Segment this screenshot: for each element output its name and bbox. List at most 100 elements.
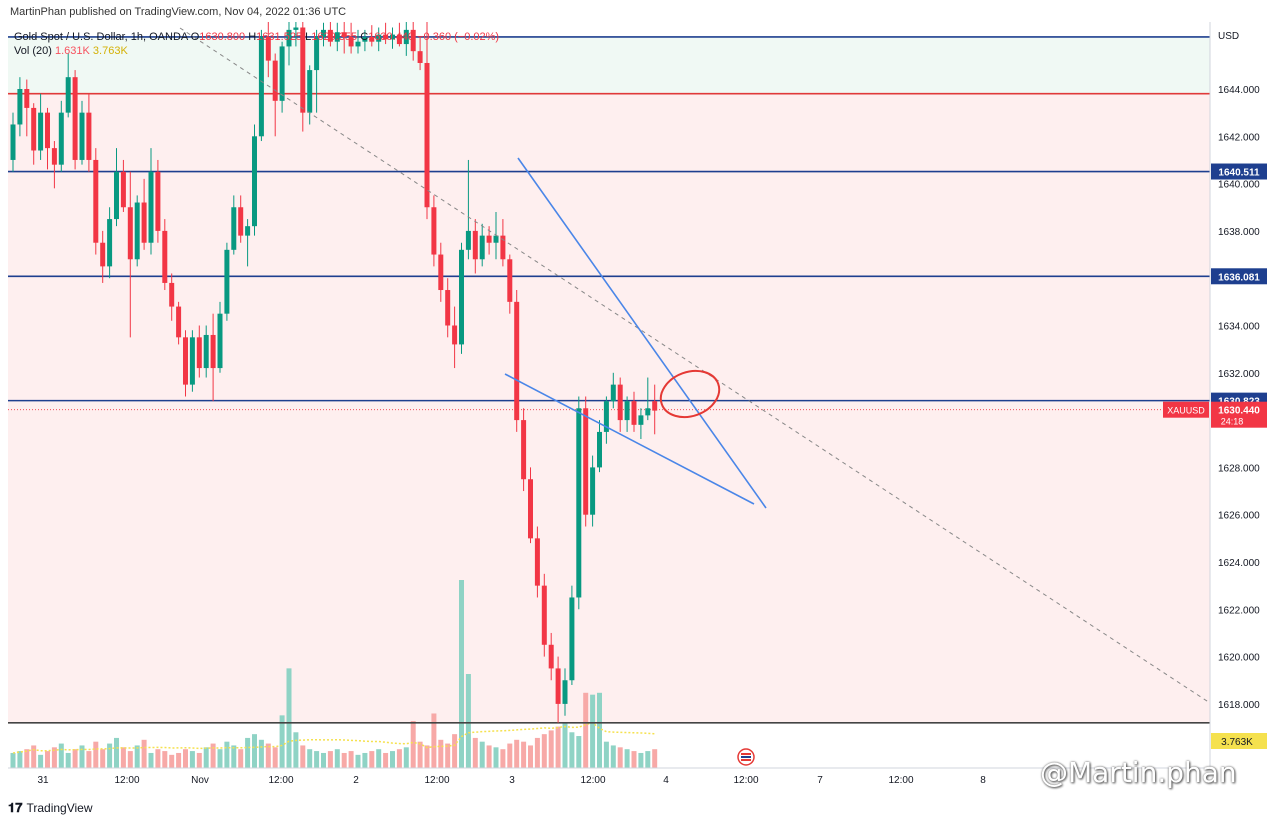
time-axis[interactable]: 31 12:00 Nov 12:00 2 12:00 3 12:00 4 12:00 7 12:00 8 [37,775,986,786]
time-tick-label: 3 [509,775,515,786]
candle-body [355,41,361,47]
candle-body [210,334,216,369]
volume-bar [631,751,637,768]
volume-bar [341,752,347,768]
candle [238,195,244,243]
candle-body [258,36,264,137]
candle [114,148,119,227]
chart-legend: Gold Spot / U.S. Dollar, 1h, OANDA O1630… [14,30,499,58]
candle-body [610,384,616,402]
candle-body [321,29,326,37]
candle-body [45,112,50,149]
candle [528,467,533,544]
wedge-upper-line [517,157,767,509]
volume-bar [507,743,513,768]
candle [51,141,57,189]
volume-bar [348,751,354,768]
legend-symbol[interactable]: Gold Spot / U.S. Dollar, 1h, OANDA [14,31,188,43]
candle-body [327,29,333,42]
volume-bar [10,752,16,768]
candle [500,219,506,267]
candle-body [597,431,602,468]
candle-body [403,29,409,45]
volume-bar [383,752,389,768]
candle [293,22,299,47]
volume-bar [203,747,209,768]
candle [38,93,44,160]
candle [176,301,182,345]
candle [562,668,568,716]
candle [210,313,216,402]
volume-bar [169,754,175,768]
candle [396,22,402,47]
candle [314,29,320,113]
time-tick-label: 31 [37,775,49,786]
legend-volume-value: 1.631K [54,45,90,57]
volume-bar [617,747,623,768]
volume-bar [410,721,416,768]
volume-bar [245,737,251,768]
candle [431,195,437,267]
candle-body [528,479,533,539]
price-tags: 1640.5111636.0811630.823XAUUSD1630.44024… [1163,163,1267,749]
price-tick-label: 1640.000 [1218,180,1260,191]
tradingview-logo-icon[interactable]: 𝟏𝟕 [8,800,23,815]
candle-body [58,112,64,165]
candle [307,65,313,125]
candle [258,29,264,142]
price-tick-label: 1618.000 [1218,700,1260,711]
candle-body [293,27,299,30]
candle [45,107,50,170]
candle-body [396,34,402,45]
volume-bar [624,749,630,768]
candle-body [265,36,271,61]
candle-body [272,60,278,101]
volume-bar [610,745,616,768]
candle [390,27,395,49]
candle-body [189,337,195,385]
legend-low-value: 1629.355 [311,31,358,43]
candle-body [65,77,71,113]
time-tick-label: 12:00 [733,775,758,786]
candle [424,22,430,220]
legend-volume-label[interactable]: Vol (20) [14,45,52,57]
time-tick-label: 2 [353,775,359,786]
annotation-circle [659,369,721,419]
volume-bar [431,713,437,768]
candle-body [348,36,354,47]
volume-bar [100,749,106,768]
volume-bar [327,751,333,768]
lower-zone-shade [8,93,1210,723]
candle-body [279,46,285,101]
volume-bar [597,692,602,768]
volume-bar [293,732,299,768]
candle-body [417,51,423,63]
time-tick-label: 12:00 [888,775,913,786]
time-tick-label: 12:00 [424,775,449,786]
legend-low-label: L [305,31,312,43]
candle [327,22,333,47]
candle-body [507,259,513,302]
candle [300,22,306,132]
volume-bar [390,751,395,768]
volume-bar [196,752,202,768]
economic-event-icon[interactable] [737,748,755,766]
volume-bar [465,674,471,768]
candle [217,301,223,373]
volume-bar [231,745,237,768]
candle-body [541,585,547,645]
volume-bar [534,737,540,768]
candle-body [638,415,644,425]
volume-bar [500,749,506,768]
candle-body [38,112,44,151]
price-tick-label: 1638.000 [1218,227,1260,238]
candle [252,124,257,236]
candle [10,112,16,172]
candle-body [479,235,485,260]
candle-body [148,171,154,243]
publisher-line: MartinPhan published on TradingView.com,… [10,6,347,18]
price-tick-label: 1644.000 [1218,85,1260,96]
symbol-tag-text: XAUUSD [1167,406,1205,416]
footer-brand[interactable]: TradingView [26,801,93,815]
